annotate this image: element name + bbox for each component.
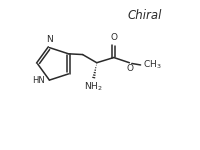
Text: HN: HN [32,76,45,85]
Text: CH$_3$: CH$_3$ [143,58,162,71]
Text: O: O [126,64,133,73]
Text: Chiral: Chiral [127,9,162,22]
Text: NH$_2$: NH$_2$ [84,80,102,93]
Text: N: N [47,35,53,44]
Text: O: O [110,33,117,42]
